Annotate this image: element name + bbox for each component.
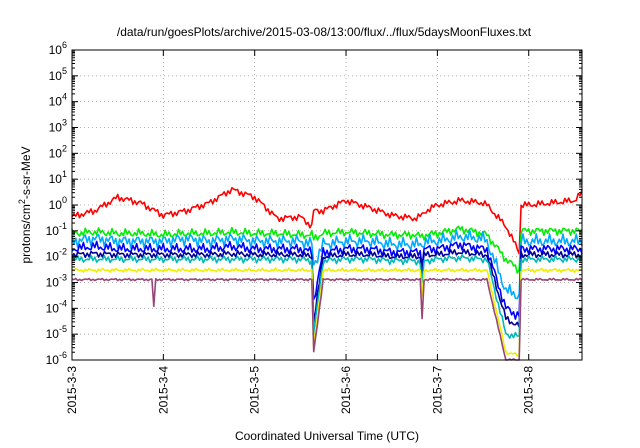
y-tick-label: 10-5 — [46, 324, 67, 341]
y-tick-label-base: 10 — [49, 69, 63, 83]
y-tick-label: 101 — [49, 169, 67, 186]
y-axis-label-base: protons/cm — [19, 204, 33, 263]
y-tick-label-base: 10 — [49, 198, 63, 212]
y-tick-label-exp: -5 — [59, 324, 67, 334]
y-tick-label-exp: 2 — [62, 143, 67, 153]
y-tick-label: 105 — [49, 66, 67, 83]
y-tick-label-exp: 5 — [62, 66, 67, 76]
y-tick-label: 103 — [49, 118, 67, 135]
y-tick-label-exp: -4 — [59, 298, 67, 308]
y-tick-label-exp: -6 — [59, 350, 67, 360]
x-tick-label: 2015-3-5 — [248, 366, 262, 414]
x-tick-label: 2015-3-7 — [430, 366, 444, 414]
y-tick-label-exp: 3 — [62, 118, 67, 128]
series-line-4 — [71, 240, 583, 320]
y-tick-label-exp: 1 — [62, 169, 67, 179]
y-tick-label: 10-4 — [46, 298, 67, 315]
y-tick-label-base: 10 — [49, 95, 63, 109]
y-tick-label-base: 10 — [46, 327, 60, 341]
y-tick-label-base: 10 — [49, 172, 63, 186]
y-tick-label: 10-3 — [46, 273, 67, 290]
axis-ticks — [71, 49, 582, 361]
y-tick-label: 10-2 — [46, 247, 67, 264]
y-tick-label: 10-1 — [46, 221, 67, 238]
y-tick-label: 100 — [49, 195, 67, 212]
y-tick-label-exp: 6 — [62, 40, 67, 50]
y-tick-label-exp: 4 — [62, 92, 67, 102]
x-axis-label: Coordinated Universal Time (UTC) — [235, 429, 419, 443]
x-tick-label: 2015-3-3 — [65, 366, 79, 414]
y-tick-label-base: 10 — [46, 276, 60, 290]
y-tick-label-base: 10 — [49, 43, 63, 57]
y-tick-label-base: 10 — [49, 121, 63, 135]
series-line-7 — [71, 267, 583, 357]
y-tick-label-base: 10 — [46, 224, 60, 238]
x-tick-label: 2015-3-4 — [156, 366, 170, 414]
series-line-1 — [71, 187, 583, 255]
series-line-8 — [71, 277, 583, 361]
y-tick-label: 10-6 — [46, 350, 67, 367]
y-tick-label-base: 10 — [46, 353, 60, 367]
y-axis-label: protons/cm2-s-sr-MeV — [17, 146, 33, 263]
x-tick-labels: 2015-3-3 2015-3-4 2015-3-5 2015-3-6 2015-3-7… — [65, 366, 536, 414]
y-tick-label-exp: -2 — [59, 247, 67, 257]
y-tick-label-base: 10 — [46, 250, 60, 264]
y-tick-label: 102 — [49, 143, 67, 160]
y-tick-label-exp: 0 — [62, 195, 67, 205]
y-axis-label-rest: -s-sr-MeV — [19, 146, 33, 199]
x-tick-label: 2015-3-6 — [339, 366, 353, 414]
x-tick-label: 2015-3-8 — [522, 366, 536, 414]
y-tick-labels: 10-610-510-410-310-210-11001011021031041… — [46, 40, 67, 367]
series-line-5 — [71, 248, 583, 328]
series-layer — [71, 187, 583, 361]
series-line-2 — [71, 225, 583, 274]
y-tick-label: 104 — [49, 92, 67, 109]
y-tick-label: 106 — [49, 40, 67, 57]
y-tick-label-exp: -1 — [59, 221, 67, 231]
y-axis-label-sup: 2 — [17, 199, 27, 204]
y-tick-label-base: 10 — [49, 146, 63, 160]
chart-title: /data/run/goesPlots/archive/2015-03-08/1… — [117, 25, 532, 39]
series-line-3 — [71, 229, 583, 300]
y-tick-label-exp: -3 — [59, 273, 67, 283]
y-tick-label-base: 10 — [46, 301, 60, 315]
series-line-6 — [71, 254, 583, 339]
